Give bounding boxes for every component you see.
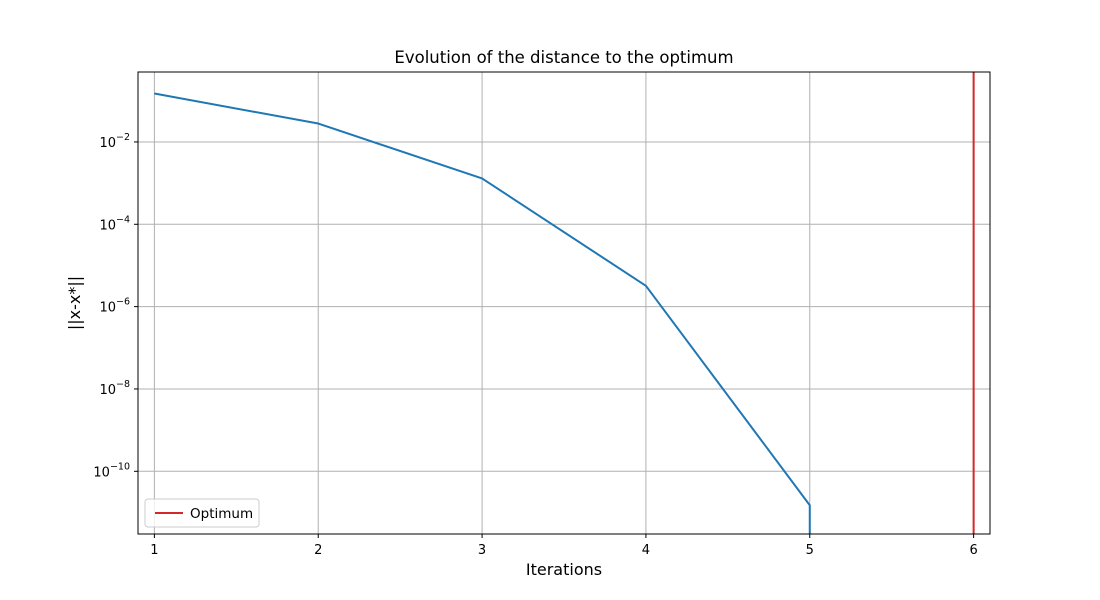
y-tick-base: 10 <box>99 301 116 316</box>
y-tick-label: 10−6 <box>99 297 130 316</box>
x-tick-label: 4 <box>642 543 650 558</box>
y-tick-base: 10 <box>99 218 116 233</box>
y-axis-label: ||x-x*|| <box>65 276 84 330</box>
x-tick-label: 2 <box>314 543 322 558</box>
y-tick-exponent: −4 <box>116 214 130 225</box>
plot-frame <box>137 71 991 535</box>
chart-title: Evolution of the distance to the optimum <box>394 48 733 67</box>
axis-ticks: 1 2 3 4 5 610−210−410−610−810−10 <box>93 132 977 558</box>
legend-box <box>144 498 260 528</box>
y-tick-label: 10−4 <box>99 214 130 233</box>
y-tick-label: 10−2 <box>99 132 130 151</box>
y-tick-label: 10−8 <box>99 379 130 398</box>
y-tick-base: 10 <box>93 465 110 480</box>
x-tick-label: 6 <box>969 543 977 558</box>
series-line <box>154 92 811 534</box>
legend-label: Optimum <box>190 506 253 522</box>
x-axis-label: Iterations <box>526 560 602 579</box>
y-tick-label: 10−10 <box>93 461 130 480</box>
x-tick-label: 5 <box>806 543 814 558</box>
x-tick-label: 1 <box>150 543 158 558</box>
grid <box>138 72 990 534</box>
legend: Optimum <box>144 498 260 528</box>
y-tick-exponent: −6 <box>116 297 130 308</box>
x-tick-label: 3 <box>478 543 486 558</box>
y-tick-base: 10 <box>99 383 116 398</box>
y-tick-base: 10 <box>99 136 116 151</box>
y-tick-exponent: −2 <box>116 132 130 143</box>
y-tick-exponent: −8 <box>116 379 130 390</box>
plot-series <box>154 92 811 534</box>
y-tick-exponent: −10 <box>110 461 130 472</box>
